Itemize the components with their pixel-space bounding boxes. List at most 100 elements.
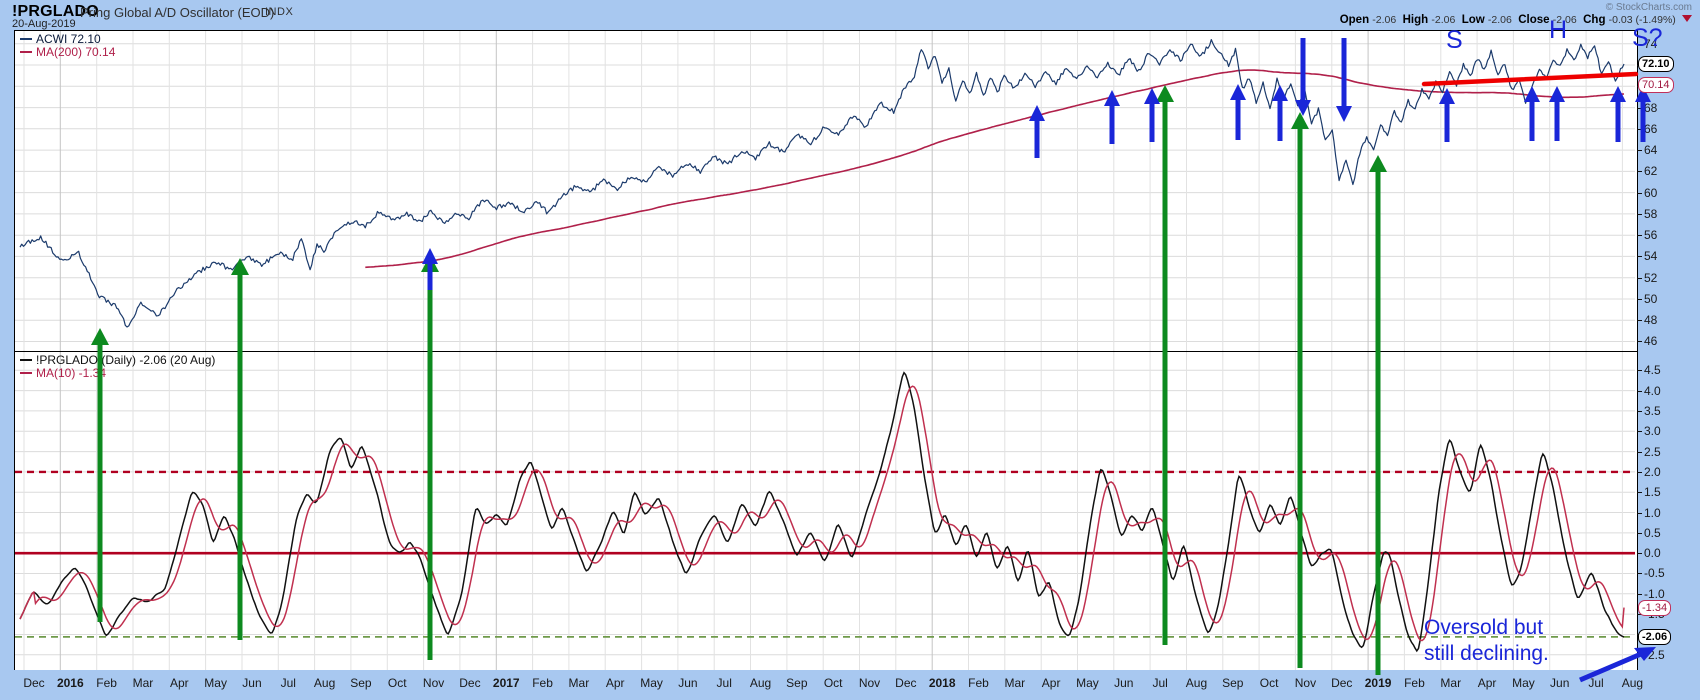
legend-ma10: MA(10) -1.34	[20, 367, 106, 380]
x-axis-label: Jun	[242, 676, 262, 690]
y-axis-label: 74	[1644, 36, 1658, 51]
x-axis-label: Jun	[678, 676, 698, 690]
legend-line-icon	[20, 359, 32, 361]
x-axis-label: Aug	[1185, 676, 1208, 690]
price-flag: 72.10	[1638, 55, 1674, 72]
stockcharts-watermark: © StockCharts.com	[1605, 2, 1692, 13]
y-axis-label: 2.5	[1644, 444, 1661, 459]
oscillator-plot	[15, 352, 1635, 671]
legend-line-icon	[20, 372, 32, 374]
x-axis-label: Apr	[1477, 676, 1497, 690]
x-axis-label: Jul	[280, 676, 296, 690]
x-axis-label: Sep	[1222, 676, 1244, 690]
x-axis-label: Mar	[1440, 676, 1462, 690]
annotation-left-shoulder: S	[1446, 26, 1463, 54]
quote-bar: Open -2.06 High -2.06 Low -2.06 Close -2…	[1340, 14, 1692, 26]
y-axis-label: 58	[1644, 206, 1658, 221]
y-axis-label: 4.0	[1644, 383, 1661, 398]
symbol-ticker[interactable]: !PRGLADO	[12, 3, 99, 20]
x-axis-label: Feb	[96, 676, 117, 690]
y-axis-tick	[1637, 150, 1642, 152]
x-axis-label: Aug	[1621, 676, 1644, 690]
x-axis-label: May	[640, 676, 663, 690]
y-axis-label: 56	[1644, 228, 1658, 243]
x-axis-label: 2016	[56, 676, 84, 690]
annotation-head: H	[1549, 16, 1568, 44]
open-label: Open	[1339, 14, 1370, 26]
price-flag: 70.14	[1638, 76, 1674, 93]
y-axis-label: 0.5	[1644, 525, 1661, 540]
oscillator-panel[interactable]	[14, 351, 1638, 672]
x-axis-label: Apr	[605, 676, 625, 690]
y-axis-label: -2.5	[1644, 647, 1665, 662]
y-axis-label: 0.0	[1644, 546, 1661, 561]
y-axis-tick	[1637, 614, 1642, 616]
legend-prglado: !PRGLADO (Daily) -2.06 (20 Aug)	[20, 354, 215, 367]
y-axis-tick	[1637, 512, 1642, 514]
x-axis-label: Aug	[749, 676, 772, 690]
legend-line-icon	[20, 51, 32, 53]
y-axis-tick	[1637, 107, 1642, 109]
y-axis-tick	[1637, 370, 1642, 372]
y-axis-tick	[1637, 593, 1642, 595]
y-axis-label: 64	[1644, 143, 1658, 158]
y-axis-tick	[1637, 471, 1642, 473]
x-axis-label: Jul	[1152, 676, 1168, 690]
legend-acwi: ACWI 72.10	[20, 33, 101, 46]
x-axis-label: May	[1076, 676, 1099, 690]
x-axis-label: 2019	[1364, 676, 1392, 690]
x-axis-label: Oct	[387, 676, 407, 690]
note-oversold-line2: still declining.	[1424, 642, 1549, 665]
y-axis-tick	[1637, 213, 1642, 215]
y-axis-tick	[1637, 192, 1642, 194]
y-axis-tick	[1637, 573, 1642, 575]
legend-ma10-label: MA(10) -1.34	[36, 366, 107, 380]
x-axis-label: Mar	[1004, 676, 1026, 690]
y-axis-tick	[1637, 320, 1642, 322]
x-axis-label: Apr	[169, 676, 189, 690]
price-panel[interactable]	[14, 30, 1638, 353]
x-axis-label: Jun	[1114, 676, 1134, 690]
x-axis-label: Mar	[132, 676, 154, 690]
x-axis-label: Dec	[23, 676, 45, 690]
y-axis-tick	[1637, 654, 1642, 656]
x-axis-label: Sep	[786, 676, 808, 690]
x-axis-label: Feb	[532, 676, 553, 690]
x-axis-label: Dec	[895, 676, 917, 690]
y-axis-tick	[1637, 451, 1642, 453]
y-axis-label: 66	[1644, 121, 1658, 136]
x-axis	[0, 670, 1700, 700]
x-axis-label: Dec	[1331, 676, 1353, 690]
x-axis-label: Jun	[1550, 676, 1570, 690]
y-axis-tick	[1637, 532, 1642, 534]
y-axis-label: 62	[1644, 164, 1658, 179]
price-plot	[15, 31, 1635, 352]
price-flag: -1.34	[1638, 599, 1672, 616]
x-axis-label: Dec	[459, 676, 481, 690]
x-axis-label: 2017	[492, 676, 520, 690]
left-axis-gutter	[0, 30, 15, 670]
y-axis-label: -0.5	[1644, 566, 1665, 581]
y-axis-tick	[1637, 43, 1642, 45]
x-axis-label: Jul	[716, 676, 732, 690]
open-value: -2.06	[1372, 14, 1397, 26]
close-value: -2.06	[1552, 14, 1577, 26]
high-label: High	[1402, 14, 1429, 26]
low-value: -2.06	[1487, 14, 1512, 26]
y-axis-tick	[1637, 298, 1642, 300]
note-oversold-line1: Oversold but	[1424, 616, 1544, 639]
y-axis-label: 3.0	[1644, 424, 1661, 439]
x-axis-label: Aug	[313, 676, 336, 690]
y-axis-tick	[1637, 235, 1642, 237]
x-axis-label: Apr	[1041, 676, 1061, 690]
y-axis-tick	[1637, 128, 1642, 130]
y-axis-label: 50	[1644, 291, 1658, 306]
close-label: Close	[1518, 14, 1550, 26]
x-axis-label: Sep	[350, 676, 372, 690]
x-axis-label: Mar	[568, 676, 590, 690]
y-axis-label: 3.5	[1644, 403, 1661, 418]
y-axis-label: 4.5	[1644, 363, 1661, 378]
legend-ma200: MA(200) 70.14	[20, 46, 115, 59]
y-axis-label: 52	[1644, 270, 1658, 285]
